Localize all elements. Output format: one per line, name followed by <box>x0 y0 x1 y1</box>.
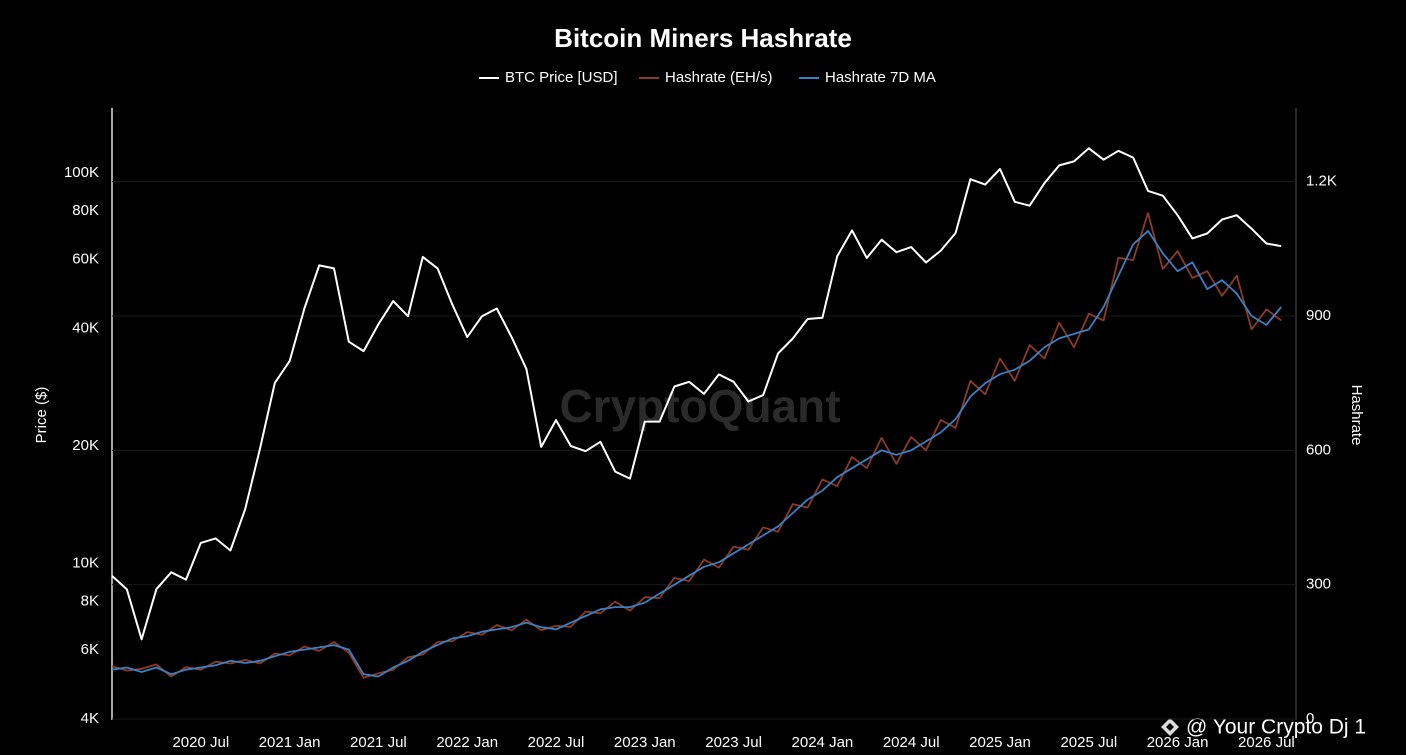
credit: @ Your Crypto Dj 1 <box>1186 716 1366 739</box>
x-tick-label: 2021 Jan <box>259 734 321 751</box>
x-tick-label: 2022 Jan <box>436 734 498 751</box>
y-tick-label: 6K <box>81 641 99 658</box>
series-line <box>111 147 1282 641</box>
y-tick-label: 60K <box>72 251 99 268</box>
legend-label: Hashrate 7D MA <box>825 69 936 86</box>
x-tick-label: 2026 Jan <box>1147 734 1209 751</box>
x-tick-label: 2024 Jul <box>883 734 940 751</box>
x-tick-label: 2026 Jul <box>1238 734 1295 751</box>
y-tick-label: 10K <box>72 555 99 572</box>
y2-tick-label: 0 <box>1306 710 1314 727</box>
y-tick-label: 40K <box>72 319 99 336</box>
y-tick-label: 80K <box>72 202 99 219</box>
legend: BTC Price [USD] Hashrate (EH/s) Hashrate 7… <box>479 69 936 86</box>
x-tick-label: 2023 Jan <box>614 734 676 751</box>
x-tick-label: 2024 Jan <box>792 734 854 751</box>
x-tick-label: 2020 Jul <box>172 734 229 751</box>
y-tick-label: 20K <box>72 437 99 454</box>
y-tick-label: 100K <box>64 164 99 181</box>
x-tick-label: 2025 Jul <box>1060 734 1117 751</box>
legend-label: Hashrate (EH/s) <box>665 69 773 86</box>
x-tick-label: 2022 Jul <box>528 734 585 751</box>
x-tick-label: 2023 Jul <box>705 734 762 751</box>
x-tick-label: 2021 Jul <box>350 734 407 751</box>
x-tick-label: 2025 Jan <box>969 734 1031 751</box>
y2-axis-title: Hashrate <box>1348 385 1365 446</box>
chart-title: Bitcoin Miners Hashrate <box>554 23 852 53</box>
y2-tick-label: 900 <box>1306 307 1331 324</box>
y2-tick-label: 300 <box>1306 576 1331 593</box>
y-axis-title: Price ($) <box>33 387 50 444</box>
legend-label: BTC Price [USD] <box>505 69 618 86</box>
credit-icon <box>1161 718 1179 736</box>
series-line <box>111 230 1282 678</box>
y2-tick-label: 1.2K <box>1306 173 1337 190</box>
y2-tick-label: 600 <box>1306 441 1331 458</box>
watermark: CryptoQuant <box>559 380 840 432</box>
y-tick-label: 8K <box>81 592 99 609</box>
y-tick-label: 4K <box>81 710 99 727</box>
